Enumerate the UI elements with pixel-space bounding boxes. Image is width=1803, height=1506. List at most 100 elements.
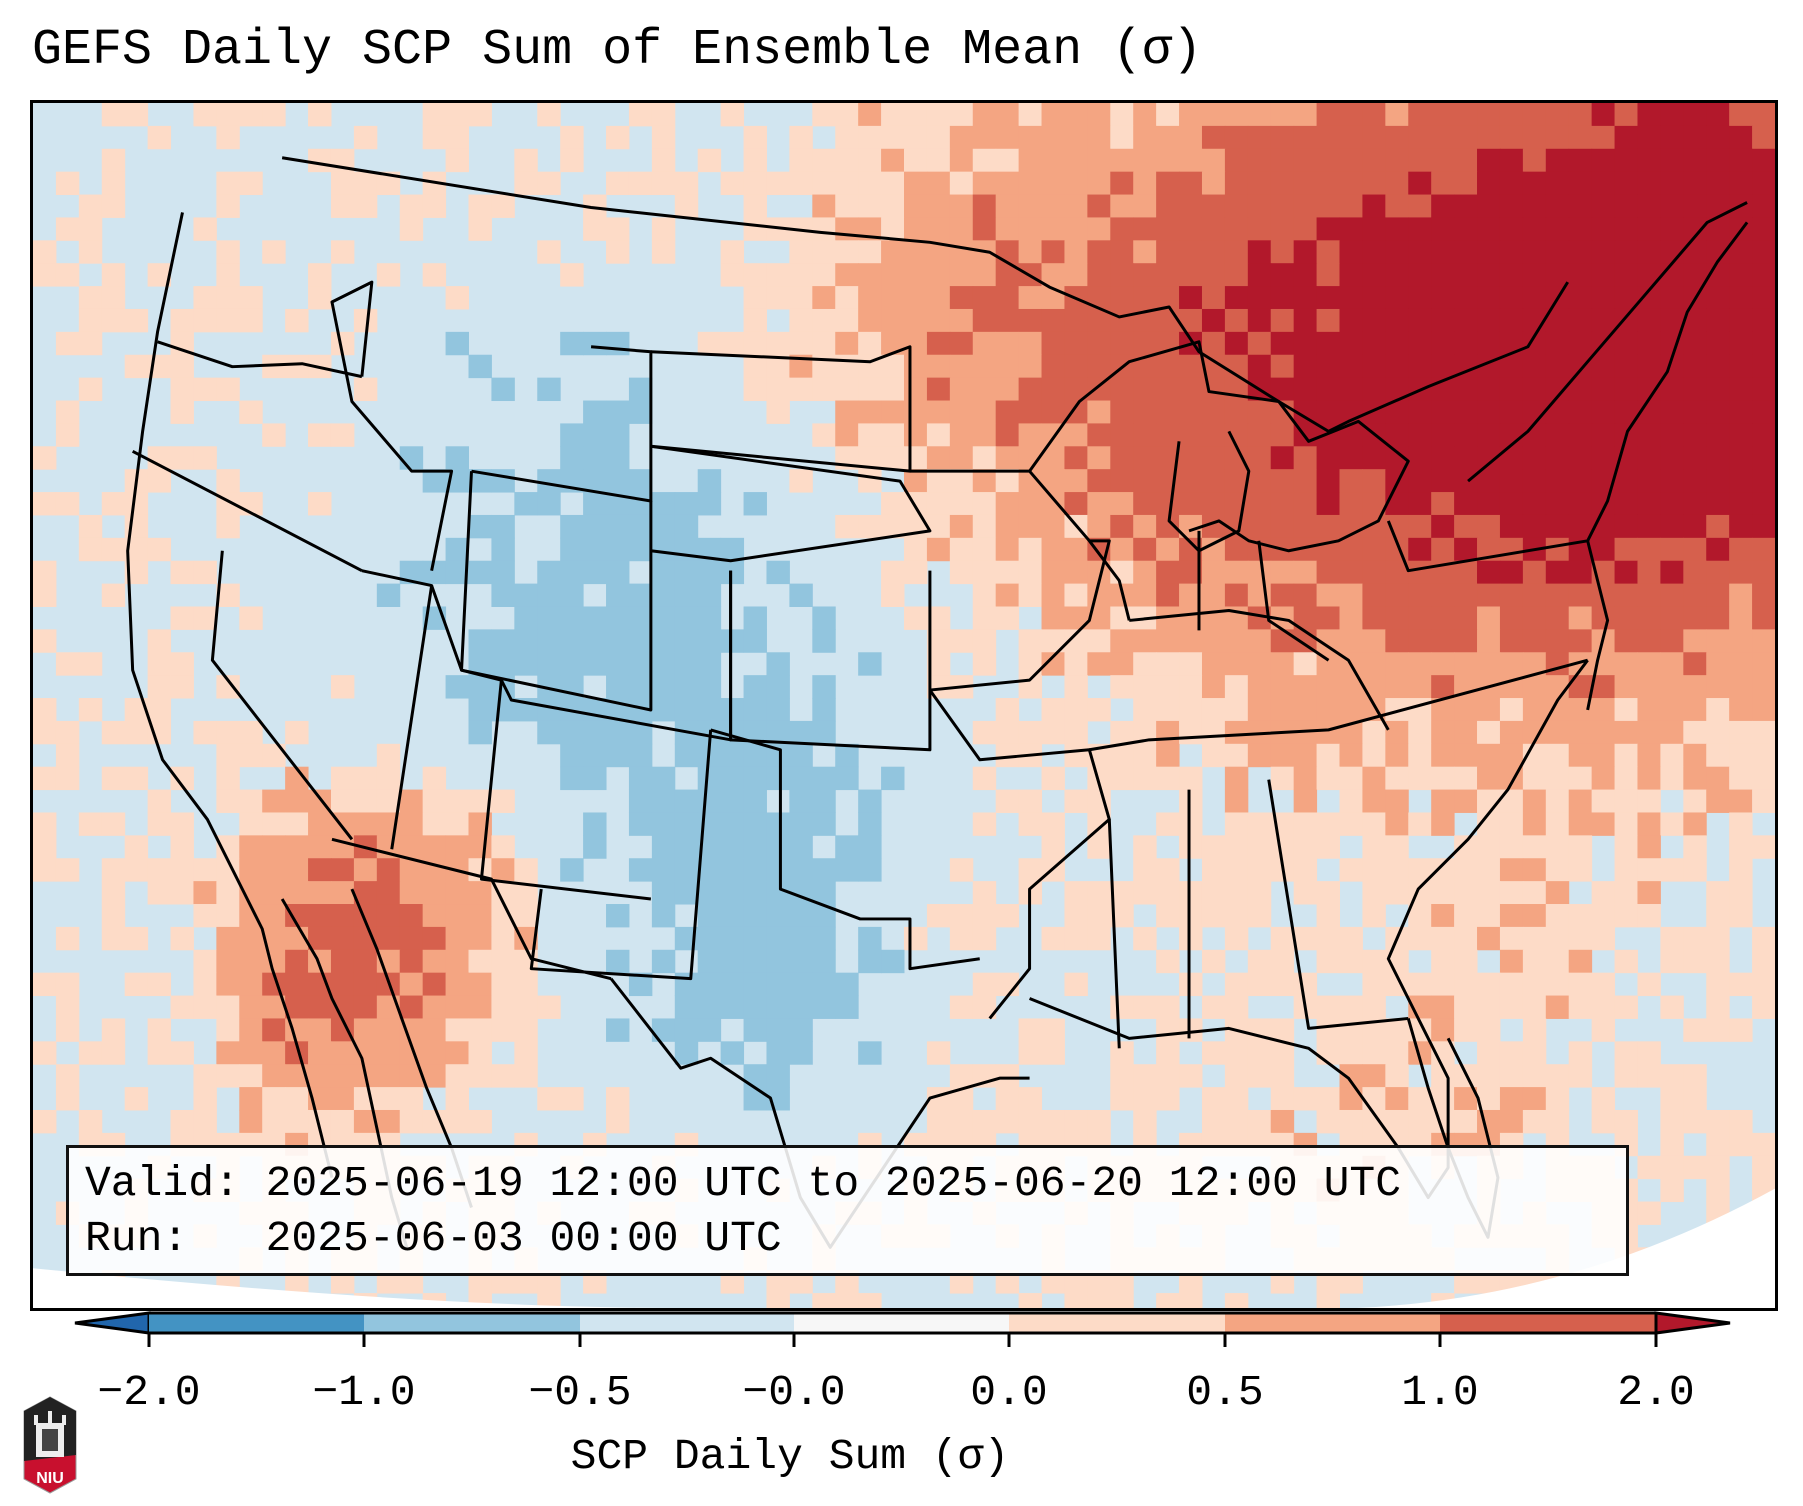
scp-cell bbox=[1339, 537, 1363, 562]
scp-cell bbox=[1064, 446, 1088, 470]
scp-cell bbox=[1431, 492, 1455, 516]
scp-cell bbox=[1293, 286, 1318, 310]
scp-cell bbox=[216, 835, 240, 859]
scp-cell bbox=[1110, 720, 1134, 745]
scp-cell bbox=[720, 949, 745, 974]
scp-cell bbox=[1545, 606, 1570, 630]
scp-cell bbox=[285, 1109, 309, 1134]
scp-cell bbox=[1018, 629, 1043, 653]
scp-cell bbox=[628, 103, 653, 127]
scp-cell bbox=[1362, 308, 1386, 333]
scp-cell bbox=[1591, 583, 1616, 607]
scp-cell bbox=[720, 1041, 745, 1065]
scp-cell bbox=[1660, 194, 1684, 218]
scp-cell bbox=[789, 469, 813, 493]
state-borders bbox=[126, 156, 1749, 1249]
scp-cell bbox=[1568, 1041, 1593, 1065]
scp-cell bbox=[789, 240, 813, 264]
scp-cell bbox=[1156, 583, 1180, 607]
scp-cell bbox=[55, 492, 80, 516]
scp-cell bbox=[972, 308, 997, 333]
scp-cell bbox=[1362, 148, 1386, 173]
scp-cell bbox=[766, 881, 790, 905]
scp-cell bbox=[1706, 560, 1730, 585]
scp-cell bbox=[1499, 629, 1524, 653]
scp-cell bbox=[330, 766, 355, 791]
scp-cell bbox=[1522, 331, 1547, 356]
scp-cell bbox=[353, 789, 378, 813]
scp-cell bbox=[537, 629, 561, 653]
scp-cell bbox=[376, 1041, 401, 1065]
scp-cell bbox=[1087, 240, 1111, 264]
scp-cell bbox=[995, 263, 1020, 287]
scp-cell bbox=[1201, 537, 1226, 562]
scp-cell bbox=[628, 858, 653, 882]
scp-cell bbox=[1591, 286, 1616, 310]
scp-cell bbox=[835, 240, 859, 264]
scp-cell bbox=[560, 514, 584, 539]
scp-cell bbox=[1041, 720, 1065, 745]
scp-cell bbox=[1293, 148, 1318, 173]
scp-cell bbox=[1041, 240, 1065, 264]
scp-cell bbox=[789, 1018, 813, 1042]
scp-cell bbox=[491, 835, 515, 859]
scp-cell bbox=[835, 766, 859, 791]
scp-cell bbox=[651, 240, 676, 264]
scp-cell bbox=[972, 720, 997, 745]
scp-cell bbox=[170, 835, 194, 859]
scp-cell bbox=[491, 881, 515, 905]
scp-cell bbox=[1041, 1109, 1065, 1134]
scp-cell bbox=[743, 720, 767, 745]
scp-cell bbox=[1224, 1064, 1249, 1088]
scp-cell bbox=[101, 1041, 126, 1065]
scp-cell bbox=[1660, 148, 1684, 173]
scp-cell bbox=[1133, 1064, 1157, 1088]
scp-cell bbox=[147, 1041, 172, 1065]
scp-cell bbox=[743, 148, 767, 173]
scp-cell bbox=[1224, 583, 1249, 607]
scp-cell bbox=[1568, 583, 1593, 607]
scp-cell bbox=[1201, 629, 1226, 653]
scp-cell bbox=[193, 1109, 217, 1134]
scp-cell bbox=[353, 972, 378, 997]
scp-cell bbox=[1499, 606, 1524, 630]
scp-cell bbox=[1454, 1018, 1478, 1042]
scp-cell bbox=[216, 1064, 240, 1088]
scp-cell bbox=[606, 675, 630, 699]
scp-cell bbox=[285, 1087, 309, 1111]
scp-cell bbox=[285, 766, 309, 791]
scp-cell bbox=[1270, 1270, 1295, 1294]
scp-cell bbox=[1499, 469, 1524, 493]
scp-cell bbox=[101, 766, 126, 791]
scp-cell bbox=[1614, 103, 1638, 127]
scp-cell bbox=[1041, 492, 1065, 516]
scp-cell bbox=[835, 400, 859, 424]
scp-cell bbox=[1156, 766, 1180, 791]
scp-cell bbox=[1408, 492, 1432, 516]
scp-cell bbox=[1614, 766, 1638, 791]
scp-cell bbox=[720, 995, 745, 1019]
scp-cell bbox=[1041, 1270, 1065, 1294]
scp-cell bbox=[720, 881, 745, 905]
scp-cell bbox=[468, 354, 492, 379]
scp-cell bbox=[720, 537, 745, 562]
scp-cell bbox=[491, 629, 515, 653]
scp-cell bbox=[1706, 698, 1730, 722]
scp-cell bbox=[285, 949, 309, 974]
scp-cell bbox=[766, 331, 790, 356]
colorbar-ticks bbox=[147, 1333, 1658, 1347]
scp-cell bbox=[651, 560, 676, 585]
scp-cell bbox=[1316, 103, 1340, 127]
scp-cell bbox=[1018, 560, 1043, 585]
scp-cell bbox=[239, 103, 263, 127]
scp-cell bbox=[1087, 492, 1111, 516]
scp-cell bbox=[812, 1293, 836, 1308]
scp-cell bbox=[1270, 492, 1295, 516]
scp-cell bbox=[1064, 881, 1088, 905]
scp-cell bbox=[1270, 629, 1295, 653]
scp-cell bbox=[308, 1018, 332, 1042]
scp-cell bbox=[1385, 812, 1409, 836]
projection-edge-right bbox=[1356, 1188, 1775, 1308]
scp-cell bbox=[1201, 1109, 1226, 1134]
scp-cell bbox=[949, 148, 974, 173]
